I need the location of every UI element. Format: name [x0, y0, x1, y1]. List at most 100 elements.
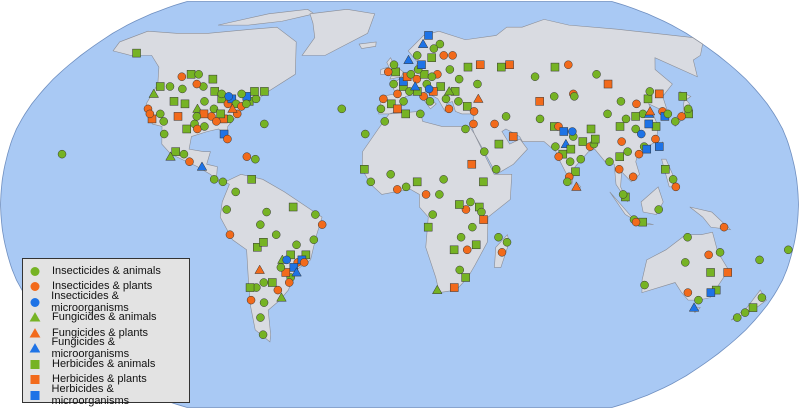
circle-marker-icon: [30, 282, 40, 292]
data-point-circle: [399, 97, 408, 106]
data-point-circle: [694, 295, 703, 305]
square-marker-icon: [30, 390, 40, 400]
data-point-square: [631, 112, 640, 121]
data-point-square: [615, 122, 625, 131]
data-point-square: [182, 124, 191, 134]
data-point-square: [654, 89, 664, 99]
data-point-circle: [376, 104, 386, 114]
data-point-circle: [651, 134, 660, 144]
data-point-square: [642, 144, 652, 154]
circle-marker-icon: [30, 266, 40, 276]
data-point-circle: [468, 222, 477, 232]
data-point-square: [678, 92, 688, 101]
data-point-circle: [435, 190, 444, 199]
data-point-square: [550, 62, 560, 72]
data-point-circle: [683, 104, 693, 114]
data-point-circle: [258, 330, 268, 339]
data-point-square: [155, 82, 165, 91]
data-point-square: [559, 127, 569, 136]
data-point-square: [603, 79, 613, 89]
legend-item: Herbicides & plants: [29, 372, 189, 388]
data-point-square: [245, 283, 255, 292]
data-point-circle: [260, 119, 269, 129]
legend-label: Herbicides & animals: [52, 357, 156, 370]
land-shape: [358, 41, 377, 49]
data-point-square: [393, 104, 402, 114]
data-point-circle: [461, 205, 471, 214]
data-point-square: [171, 147, 180, 156]
data-point-circle: [192, 79, 202, 89]
data-point-square: [449, 245, 459, 255]
data-point-circle: [564, 60, 573, 69]
data-point-circle: [645, 87, 655, 96]
data-point-circle: [223, 134, 232, 144]
data-point-square: [208, 74, 218, 84]
data-point-square: [391, 67, 400, 77]
data-point-triangle: [409, 81, 421, 91]
data-point-square: [661, 165, 670, 174]
legend-item: Herbicides & microorganisms: [29, 383, 189, 407]
data-point-square: [260, 87, 269, 96]
data-point-circle: [200, 97, 209, 106]
data-point-circle: [469, 119, 478, 129]
data-point-square: [471, 240, 481, 250]
data-point-circle: [380, 117, 390, 126]
data-point-circle: [145, 109, 155, 119]
data-point-circle: [554, 152, 563, 161]
data-point-circle: [614, 165, 624, 174]
data-point-circle: [178, 84, 187, 94]
legend: Insecticides & animals Insecticides & pla…: [22, 258, 190, 407]
data-point-circle: [592, 70, 601, 79]
data-point-circle: [424, 84, 434, 94]
data-point-circle: [477, 207, 486, 217]
data-point-square: [180, 99, 190, 109]
data-point-square: [387, 99, 396, 109]
data-point-circle: [461, 124, 470, 134]
data-point-square: [132, 48, 141, 58]
data-point-square: [462, 102, 472, 111]
triangle-marker-icon: [29, 312, 41, 322]
data-point-square: [651, 122, 661, 131]
data-point-circle: [628, 172, 638, 182]
data-point-square: [259, 238, 268, 247]
data-point-circle: [704, 250, 713, 260]
data-point-circle: [757, 293, 767, 302]
data-point-circle: [715, 248, 725, 257]
data-point-circle: [242, 152, 252, 161]
data-point-triangle: [165, 151, 176, 161]
data-point-square: [590, 134, 600, 144]
data-point-square: [401, 109, 410, 119]
data-points: [57, 31, 793, 339]
circle-marker-icon: [30, 297, 40, 307]
data-point-circle: [654, 205, 663, 214]
data-point-circle: [222, 205, 231, 214]
data-point-circle: [237, 89, 246, 99]
data-point-square: [247, 175, 256, 184]
data-point-circle: [259, 278, 269, 287]
legend-item: Insecticides & microorganisms: [29, 290, 189, 314]
data-point-triangle: [403, 54, 414, 64]
data-point-circle: [299, 258, 309, 267]
data-point-circle: [421, 190, 431, 199]
data-point-circle: [632, 99, 641, 109]
data-point-triangle: [254, 264, 265, 274]
data-point-triangle: [443, 86, 455, 96]
data-point-circle: [637, 129, 646, 139]
data-point-circle: [455, 265, 464, 275]
data-point-square: [250, 87, 259, 96]
data-point-square: [461, 273, 470, 282]
data-point-triangle: [276, 292, 287, 302]
data-point-square: [199, 109, 209, 119]
data-point-circle: [616, 97, 626, 106]
data-point-square: [463, 62, 473, 72]
data-point-circle: [246, 295, 256, 305]
data-point-circle: [259, 298, 269, 307]
data-point-square: [643, 94, 653, 104]
data-point-triangle: [417, 38, 429, 48]
data-point-circle: [671, 117, 680, 126]
data-point-circle: [428, 210, 437, 219]
data-point-square: [479, 215, 488, 224]
data-point-circle: [212, 117, 221, 126]
data-point-circle: [454, 74, 464, 84]
triangle-marker-icon: [29, 327, 41, 338]
